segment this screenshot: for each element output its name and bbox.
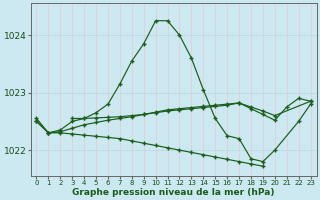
X-axis label: Graphe pression niveau de la mer (hPa): Graphe pression niveau de la mer (hPa): [72, 188, 275, 197]
